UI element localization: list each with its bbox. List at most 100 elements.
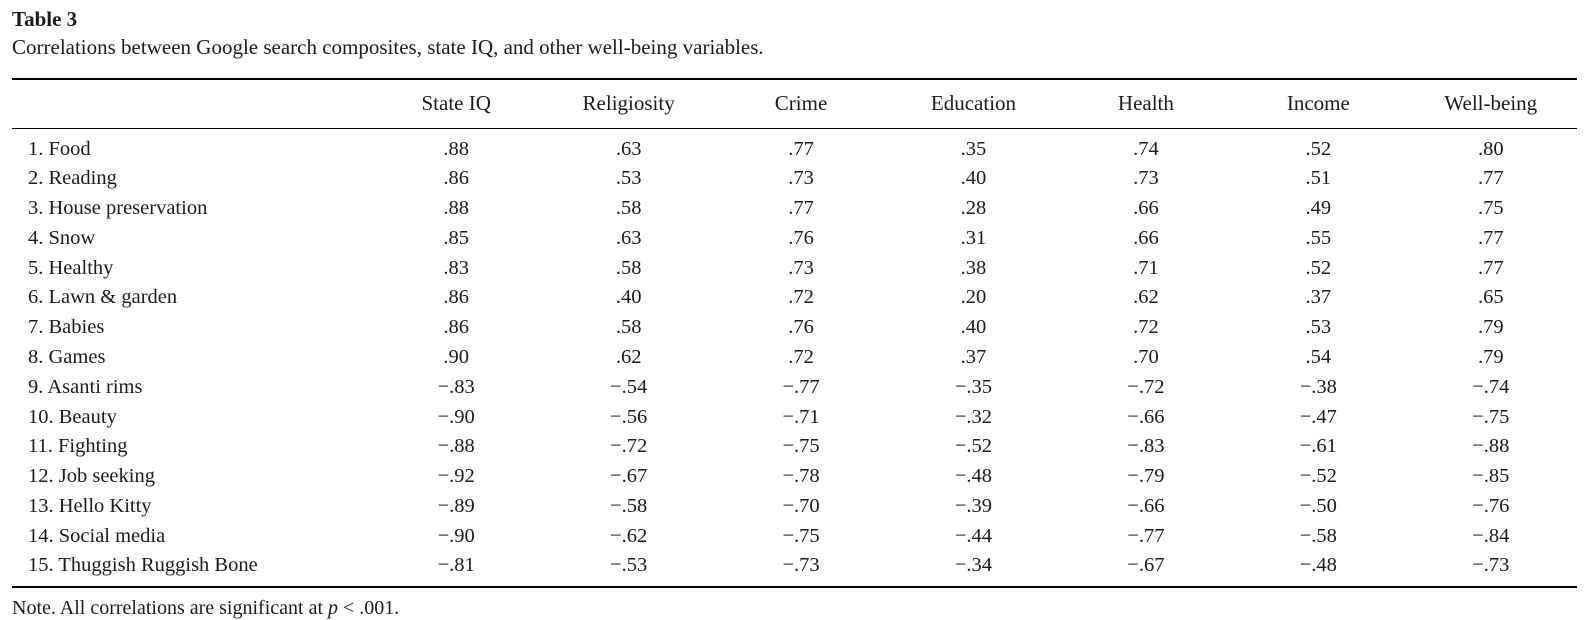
correlation-value: −.75 [782, 524, 820, 547]
correlation-value: −.52 [1299, 465, 1337, 488]
correlation-value: .62 [1133, 286, 1159, 309]
correlation-value: .77 [788, 197, 814, 220]
correlation-value: −.47 [1299, 405, 1337, 428]
correlation-value: .75 [1477, 197, 1504, 220]
correlation-value: .79 [1477, 346, 1504, 369]
table-row: 7. Babies .86 .58 .76 .40 .72 .53 .79 [12, 312, 1577, 342]
correlation-value: .88 [443, 137, 470, 160]
row-label: 13. Hello Kitty [28, 494, 152, 517]
correlation-value: −.75 [782, 435, 820, 458]
table-row: 1. Food .88 .63 .77 .35 .74 .52 .80 [12, 128, 1577, 163]
correlation-value: −.53 [610, 554, 648, 577]
correlation-value: −.32 [954, 405, 993, 428]
correlation-value: .77 [1477, 167, 1504, 190]
table-row: 9. Asanti rims −.83 −.54 −.77 −.35 −.72 −.38 −.… [12, 372, 1577, 402]
correlation-value: .53 [1305, 316, 1332, 339]
correlation-value: −.85 [1472, 465, 1510, 488]
correlation-value: −.52 [954, 435, 993, 458]
row-label: 4. Snow [28, 226, 96, 249]
row-label: 10. Beauty [28, 405, 117, 428]
correlation-value: −.34 [954, 554, 993, 577]
table-row: 3. House preservation .88 .58 .77 .28 .66 .49.… [12, 193, 1577, 223]
row-label: 5. Healthy [28, 256, 114, 279]
correlation-value: .73 [1133, 167, 1159, 190]
correlation-value: −.35 [954, 375, 993, 398]
column-header-income: Income [1232, 78, 1405, 129]
correlation-value: .66 [1133, 197, 1159, 220]
row-label: 6. Lawn & garden [28, 286, 178, 309]
table-header: State IQ Religiosity Crime Education Health I… [12, 78, 1577, 129]
header-stub-cell [12, 78, 370, 129]
correlation-value: −.84 [1472, 524, 1510, 547]
table-header-row: State IQ Religiosity Crime Education Health I… [12, 78, 1577, 129]
correlation-value: −.77 [782, 375, 820, 398]
correlation-value: −.72 [1127, 375, 1165, 398]
row-label: 3. House preservation [28, 197, 208, 220]
table-row: 15. Thuggish Ruggish Bone −.81 −.53 −.73 −.3… [12, 550, 1577, 586]
row-label: 1. Food [28, 137, 91, 160]
correlation-value: .58 [615, 316, 642, 339]
correlation-value: −.78 [782, 465, 820, 488]
correlation-value: .74 [1133, 137, 1159, 160]
column-header-crime: Crime [714, 78, 888, 129]
correlation-value: −.71 [782, 405, 820, 428]
correlation-value: .49 [1305, 197, 1332, 220]
correlation-value: .86 [443, 316, 470, 339]
correlation-value: −.48 [954, 465, 993, 488]
correlation-value: −.90 [437, 524, 475, 547]
correlation-value: −.83 [437, 375, 475, 398]
correlation-value: .40 [960, 316, 987, 339]
correlation-value: −.67 [1127, 554, 1165, 577]
correlation-value: .80 [1477, 137, 1504, 160]
table-row: 11. Fighting −.88 −.72 −.75 −.52 −.83 −.61 −.88 [12, 431, 1577, 461]
correlation-value: .73 [788, 167, 814, 190]
correlation-value: −.81 [437, 554, 475, 577]
correlation-value: .35 [960, 137, 987, 160]
table-row: 10. Beauty −.90 −.56 −.71 −.32 −.66 −.47 −.75 [12, 402, 1577, 432]
correlation-value: .20 [960, 286, 987, 309]
table-note: Note. All correlations are significant a… [12, 597, 1577, 620]
correlation-value: −.88 [437, 435, 475, 458]
correlation-value: .31 [960, 226, 987, 249]
correlation-value: −.76 [1472, 494, 1510, 517]
correlation-value: −.90 [437, 405, 475, 428]
correlation-value: .40 [960, 167, 987, 190]
correlation-value: .54 [1305, 346, 1332, 369]
correlation-value: −.92 [437, 465, 475, 488]
correlation-value: −.75 [1472, 405, 1510, 428]
correlation-value: .63 [615, 137, 642, 160]
correlation-value: .71 [1133, 256, 1159, 279]
table-row: 14. Social media −.90 −.62 −.75 −.44 −.77 −.58… [12, 521, 1577, 551]
correlation-value: .70 [1133, 346, 1159, 369]
row-label: 9. Asanti rims [28, 375, 143, 398]
correlation-value: .62 [615, 346, 642, 369]
row-label: 11. Fighting [28, 435, 128, 458]
correlation-value: .51 [1305, 167, 1332, 190]
note-text-prefix: Note. All correlations are significant a… [12, 596, 329, 619]
correlation-value: −.56 [610, 405, 648, 428]
correlations-table: State IQ Religiosity Crime Education Health I… [12, 77, 1577, 588]
correlation-value: .73 [788, 256, 814, 279]
correlation-value: −.58 [610, 494, 648, 517]
column-header-religiosity: Religiosity [542, 78, 715, 129]
row-label: 8. Games [28, 346, 106, 369]
table-row: 5. Healthy .83 .58 .73 .38 .71 .52 .77 [12, 253, 1577, 283]
correlation-value: −.67 [610, 465, 648, 488]
correlation-value: −.77 [1127, 524, 1165, 547]
correlation-value: .83 [443, 256, 470, 279]
correlation-value: −.61 [1299, 435, 1337, 458]
correlation-value: −.73 [1472, 554, 1510, 577]
correlation-value: −.73 [782, 554, 820, 577]
correlation-value: .76 [788, 316, 814, 339]
correlation-value: .58 [615, 256, 642, 279]
correlation-value: .77 [788, 137, 814, 160]
correlation-value: .77 [1477, 226, 1504, 249]
correlation-value: .72 [788, 286, 814, 309]
correlation-value: −.89 [437, 494, 475, 517]
row-label: 12. Job seeking [28, 465, 155, 488]
correlation-value: .72 [1133, 316, 1159, 339]
row-label: 15. Thuggish Ruggish Bone [28, 554, 258, 577]
correlation-value: −.79 [1127, 465, 1165, 488]
column-header-education: Education [887, 78, 1060, 129]
correlation-value: −.83 [1127, 435, 1165, 458]
